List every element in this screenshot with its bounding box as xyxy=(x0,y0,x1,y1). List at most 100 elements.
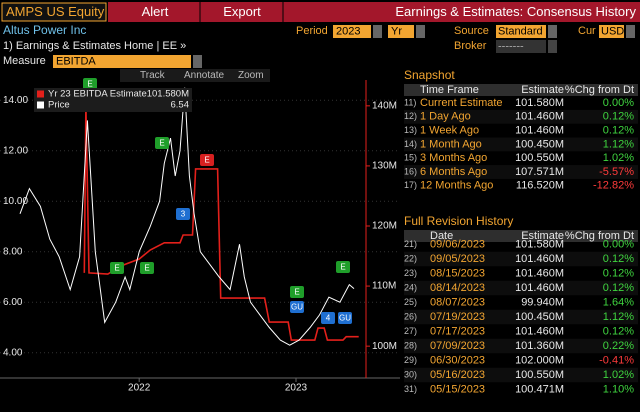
change: 0.00% xyxy=(603,238,634,250)
row-number: 31) xyxy=(404,384,417,394)
row-label: 08/15/2023 xyxy=(430,267,485,279)
dropdown-icon[interactable] xyxy=(193,55,202,68)
event-label[interactable]: E xyxy=(340,263,345,272)
row-label: 1 Day Ago xyxy=(420,111,471,123)
estimate: 100.450M xyxy=(515,311,564,323)
event-marker[interactable] xyxy=(321,312,335,324)
estimate: 102.000M xyxy=(515,354,564,366)
row-label: 08/07/2023 xyxy=(430,296,485,308)
estimate: 100.550M xyxy=(515,369,564,381)
change: 1.64% xyxy=(603,296,634,308)
source-field[interactable] xyxy=(496,25,546,38)
row-number: 27) xyxy=(404,326,417,336)
change: 0.12% xyxy=(603,253,634,265)
row-number: 28) xyxy=(404,340,417,350)
event-label[interactable]: 4 xyxy=(326,314,331,323)
event-label[interactable]: E xyxy=(144,264,149,273)
dropdown-icon[interactable] xyxy=(416,25,425,38)
event-marker[interactable] xyxy=(176,208,190,220)
row-number: 22) xyxy=(404,253,417,263)
event-label[interactable]: GU xyxy=(339,314,351,323)
event-label[interactable]: E xyxy=(114,264,119,273)
change: 0.12% xyxy=(603,325,634,337)
link[interactable]: 1) Earnings & Estimates Home | EE » xyxy=(3,40,186,52)
table-header xyxy=(404,230,638,242)
row-number: 23) xyxy=(404,268,417,278)
row-stripe xyxy=(404,109,638,124)
event-label[interactable]: GU xyxy=(291,303,303,312)
cur[interactable]: USD xyxy=(601,25,624,37)
row-stripe xyxy=(404,137,638,152)
estimate: 101.580M xyxy=(515,97,564,109)
row-label: 08/14/2023 xyxy=(430,282,485,294)
tab[interactable]: Export xyxy=(223,4,261,19)
broker-field[interactable] xyxy=(496,40,546,53)
dropdown-icon[interactable] xyxy=(548,25,557,38)
measure[interactable]: EBITDA xyxy=(56,55,96,67)
estimate: 101.360M xyxy=(515,340,564,352)
row-label: 1 Week Ago xyxy=(420,125,479,137)
y2-tick-label: 110M xyxy=(372,281,396,292)
y-tick-label: 4.00 xyxy=(3,347,23,358)
event-marker[interactable] xyxy=(290,286,304,298)
row-number: 25) xyxy=(404,297,417,307)
event-marker[interactable] xyxy=(83,78,97,90)
event-label[interactable]: E xyxy=(294,288,299,297)
event-label[interactable]: E xyxy=(87,80,92,89)
tab-bar xyxy=(108,2,640,22)
column-header: %Chg from Dt xyxy=(565,230,634,242)
period[interactable]: 2023 xyxy=(336,25,360,37)
column-header: Estimate xyxy=(521,230,564,242)
y2-tick-label: 130M xyxy=(372,161,397,172)
tab[interactable]: Alert xyxy=(142,4,169,19)
change: 0.00% xyxy=(603,97,634,109)
event-label[interactable]: 3 xyxy=(181,210,186,219)
estimate: 101.460M xyxy=(515,253,564,265)
period-type[interactable]: Yr xyxy=(391,25,402,37)
estimate: 100.550M xyxy=(515,152,564,164)
event-label[interactable]: E xyxy=(159,139,164,148)
row-number: 14) xyxy=(404,139,417,149)
row-label: 07/09/2023 xyxy=(430,340,485,352)
estimate: 101.460M xyxy=(515,282,564,294)
event-marker[interactable] xyxy=(155,137,169,149)
period-field[interactable] xyxy=(333,25,371,38)
y-tick-label: 10.00 xyxy=(3,196,28,207)
event-marker[interactable] xyxy=(140,262,154,274)
dropdown-icon[interactable] xyxy=(548,40,557,53)
ticker[interactable]: AMPS US Equity xyxy=(6,4,105,19)
event-marker[interactable] xyxy=(290,301,304,313)
event-marker[interactable] xyxy=(336,261,350,273)
estimate: 107.571M xyxy=(515,166,564,178)
source[interactable]: Standard xyxy=(498,25,543,37)
column-header: Estimate xyxy=(521,84,564,96)
row-stripe xyxy=(404,280,638,296)
cur-field[interactable] xyxy=(599,25,624,38)
measure-field[interactable] xyxy=(53,55,191,68)
event-marker[interactable] xyxy=(338,312,352,324)
y2-tick-label: 140M xyxy=(372,100,397,111)
period-type-field[interactable] xyxy=(388,25,414,38)
dropdown-icon[interactable] xyxy=(373,25,382,38)
change: 1.12% xyxy=(603,138,634,150)
dropdown-icon[interactable] xyxy=(626,25,635,38)
row-stripe xyxy=(404,251,638,267)
event-label[interactable]: E xyxy=(204,156,209,165)
broker[interactable]: ------- xyxy=(498,40,524,52)
row-number: 13) xyxy=(404,125,417,135)
estimate: 101.460M xyxy=(515,325,564,337)
row-label: 09/06/2023 xyxy=(430,238,485,250)
event-marker[interactable] xyxy=(200,154,214,166)
row-label: 1 Month Ago xyxy=(420,138,482,150)
event-marker[interactable] xyxy=(110,262,124,274)
section-title: Snapshot xyxy=(404,68,455,82)
tool[interactable]: Annotate xyxy=(184,70,224,81)
row-label: 07/19/2023 xyxy=(430,311,485,323)
change: 0.22% xyxy=(603,340,634,352)
tool[interactable]: Track xyxy=(140,70,166,81)
estimate: 101.460M xyxy=(515,125,564,137)
ticker-box[interactable] xyxy=(1,2,107,22)
series-line xyxy=(19,87,355,346)
tool[interactable]: Zoom xyxy=(238,70,264,81)
column-header: Time Frame xyxy=(420,84,479,96)
